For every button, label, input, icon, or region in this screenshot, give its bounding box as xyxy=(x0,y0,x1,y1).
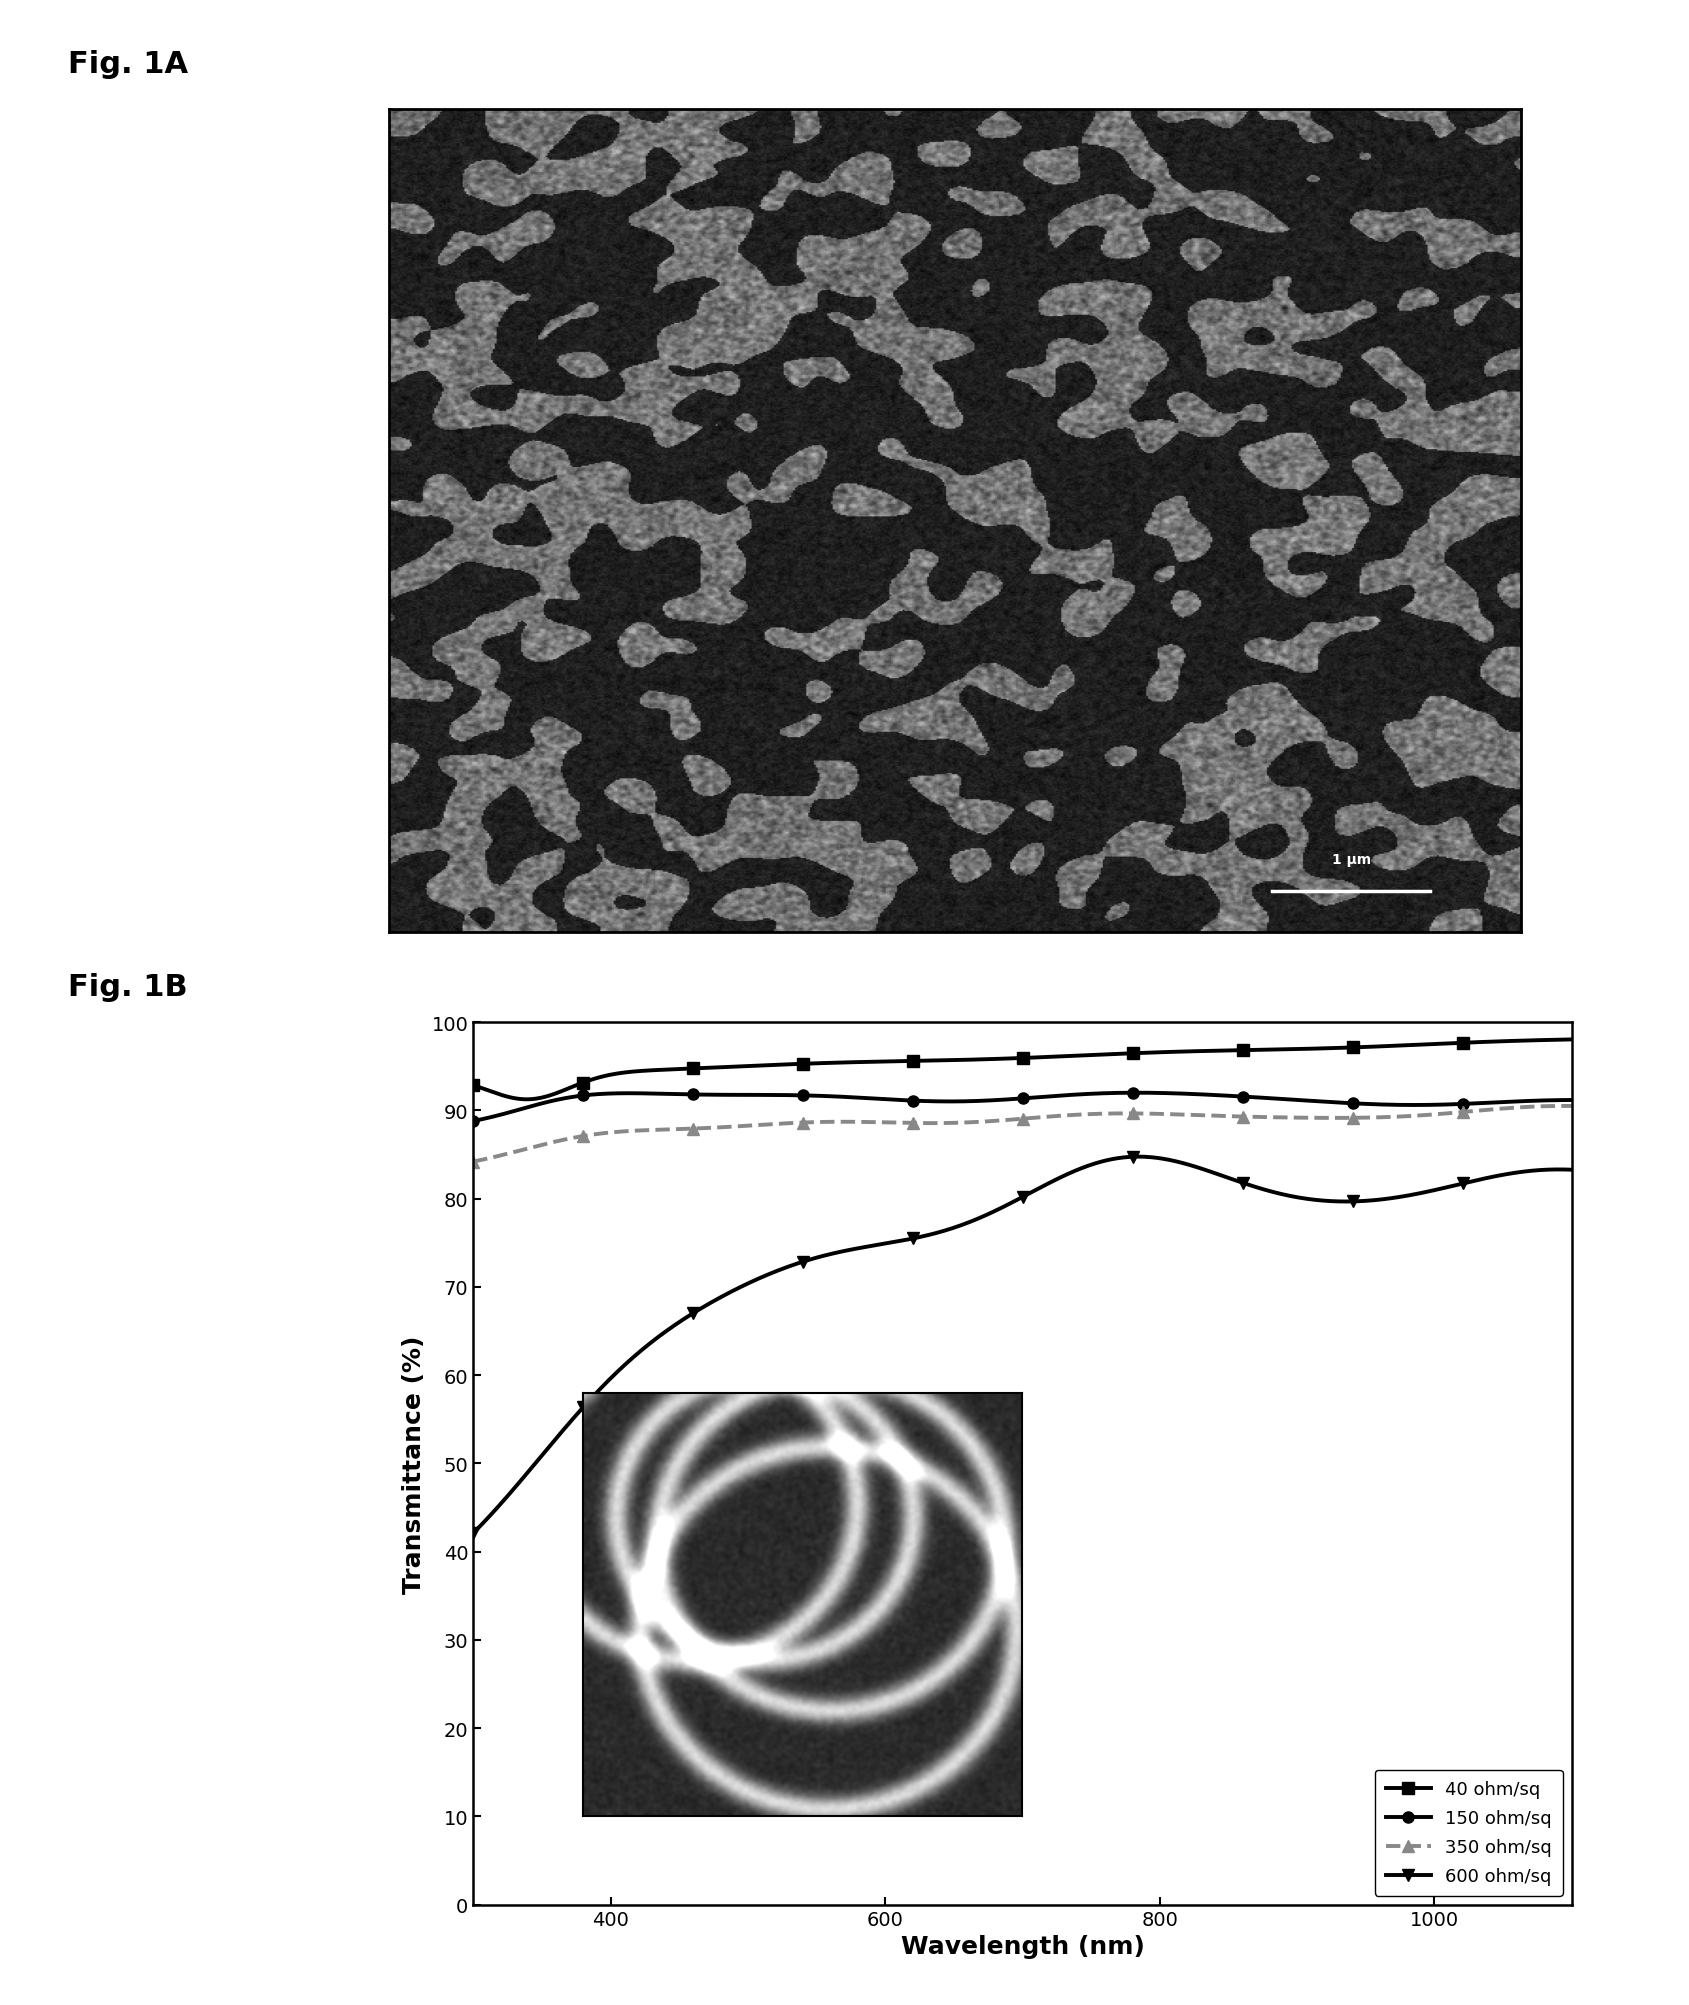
150 ohm/sq xyxy=(1297,1089,1317,1113)
150 ohm/sq xyxy=(1410,1093,1431,1117)
350 ohm/sq xyxy=(1554,1095,1574,1119)
350 ohm/sq xyxy=(1409,1105,1429,1129)
Line: 150 ohm/sq: 150 ohm/sq xyxy=(468,1087,1576,1127)
40 ohm/sq xyxy=(463,1073,483,1097)
600 ohm/sq xyxy=(1130,1145,1150,1169)
350 ohm/sq xyxy=(1130,1103,1150,1127)
40 ohm/sq xyxy=(1130,1041,1150,1065)
600 ohm/sq xyxy=(1561,1159,1581,1183)
600 ohm/sq xyxy=(530,1446,551,1470)
Legend: 40 ohm/sq, 150 ohm/sq, 350 ohm/sq, 600 ohm/sq: 40 ohm/sq, 150 ohm/sq, 350 ohm/sq, 600 o… xyxy=(1373,1770,1562,1895)
600 ohm/sq xyxy=(1100,1147,1120,1171)
Text: Fig. 1A: Fig. 1A xyxy=(68,50,187,78)
600 ohm/sq xyxy=(1164,1149,1184,1173)
350 ohm/sq xyxy=(463,1151,483,1175)
600 ohm/sq xyxy=(1128,1145,1149,1169)
150 ohm/sq xyxy=(530,1093,551,1117)
Text: Fig. 1B: Fig. 1B xyxy=(68,972,187,1000)
40 ohm/sq xyxy=(1297,1037,1317,1061)
Line: 350 ohm/sq: 350 ohm/sq xyxy=(468,1101,1576,1167)
40 ohm/sq xyxy=(1101,1043,1121,1067)
150 ohm/sq xyxy=(1561,1089,1581,1113)
Line: 600 ohm/sq: 600 ohm/sq xyxy=(468,1151,1576,1540)
600 ohm/sq xyxy=(1410,1181,1431,1205)
600 ohm/sq xyxy=(1297,1187,1317,1211)
350 ohm/sq xyxy=(1162,1103,1182,1127)
40 ohm/sq xyxy=(517,1089,537,1113)
150 ohm/sq xyxy=(1130,1081,1150,1105)
150 ohm/sq xyxy=(463,1109,483,1133)
150 ohm/sq xyxy=(1127,1081,1147,1105)
X-axis label: Wavelength (nm): Wavelength (nm) xyxy=(900,1935,1143,1959)
40 ohm/sq xyxy=(532,1087,552,1111)
600 ohm/sq xyxy=(463,1522,483,1546)
Text: 1 μm: 1 μm xyxy=(1331,852,1370,866)
350 ohm/sq xyxy=(530,1133,551,1157)
350 ohm/sq xyxy=(1561,1095,1581,1119)
150 ohm/sq xyxy=(1100,1081,1120,1105)
350 ohm/sq xyxy=(1295,1107,1316,1131)
350 ohm/sq xyxy=(1100,1103,1120,1127)
40 ohm/sq xyxy=(1561,1029,1581,1053)
Line: 40 ohm/sq: 40 ohm/sq xyxy=(468,1035,1576,1105)
150 ohm/sq xyxy=(1164,1083,1184,1107)
40 ohm/sq xyxy=(1410,1033,1431,1057)
40 ohm/sq xyxy=(1164,1041,1184,1065)
Y-axis label: Transmittance (%): Transmittance (%) xyxy=(402,1335,426,1592)
